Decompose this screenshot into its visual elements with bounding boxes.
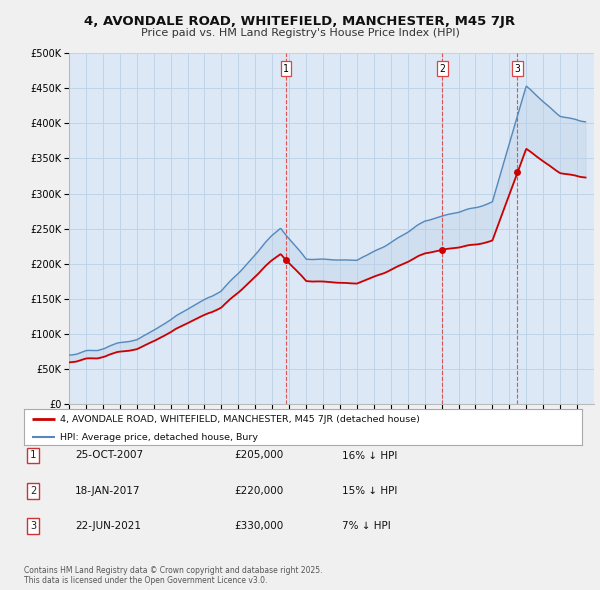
- Text: 22-JUN-2021: 22-JUN-2021: [75, 522, 141, 531]
- Text: £205,000: £205,000: [234, 451, 283, 460]
- Text: 25-OCT-2007: 25-OCT-2007: [75, 451, 143, 460]
- Text: 4, AVONDALE ROAD, WHITEFIELD, MANCHESTER, M45 7JR (detached house): 4, AVONDALE ROAD, WHITEFIELD, MANCHESTER…: [60, 415, 420, 424]
- Text: Price paid vs. HM Land Registry's House Price Index (HPI): Price paid vs. HM Land Registry's House …: [140, 28, 460, 38]
- Text: 1: 1: [283, 64, 289, 74]
- Text: 3: 3: [514, 64, 520, 74]
- Text: 2: 2: [30, 486, 36, 496]
- Text: 2: 2: [439, 64, 445, 74]
- Text: 3: 3: [30, 522, 36, 531]
- Text: £220,000: £220,000: [234, 486, 283, 496]
- Text: 4, AVONDALE ROAD, WHITEFIELD, MANCHESTER, M45 7JR: 4, AVONDALE ROAD, WHITEFIELD, MANCHESTER…: [85, 15, 515, 28]
- Text: Contains HM Land Registry data © Crown copyright and database right 2025.
This d: Contains HM Land Registry data © Crown c…: [24, 566, 323, 585]
- Text: 1: 1: [30, 451, 36, 460]
- Text: 15% ↓ HPI: 15% ↓ HPI: [342, 486, 397, 496]
- Text: HPI: Average price, detached house, Bury: HPI: Average price, detached house, Bury: [60, 433, 258, 442]
- Text: 18-JAN-2017: 18-JAN-2017: [75, 486, 140, 496]
- Text: 16% ↓ HPI: 16% ↓ HPI: [342, 451, 397, 460]
- Text: £330,000: £330,000: [234, 522, 283, 531]
- Text: 7% ↓ HPI: 7% ↓ HPI: [342, 522, 391, 531]
